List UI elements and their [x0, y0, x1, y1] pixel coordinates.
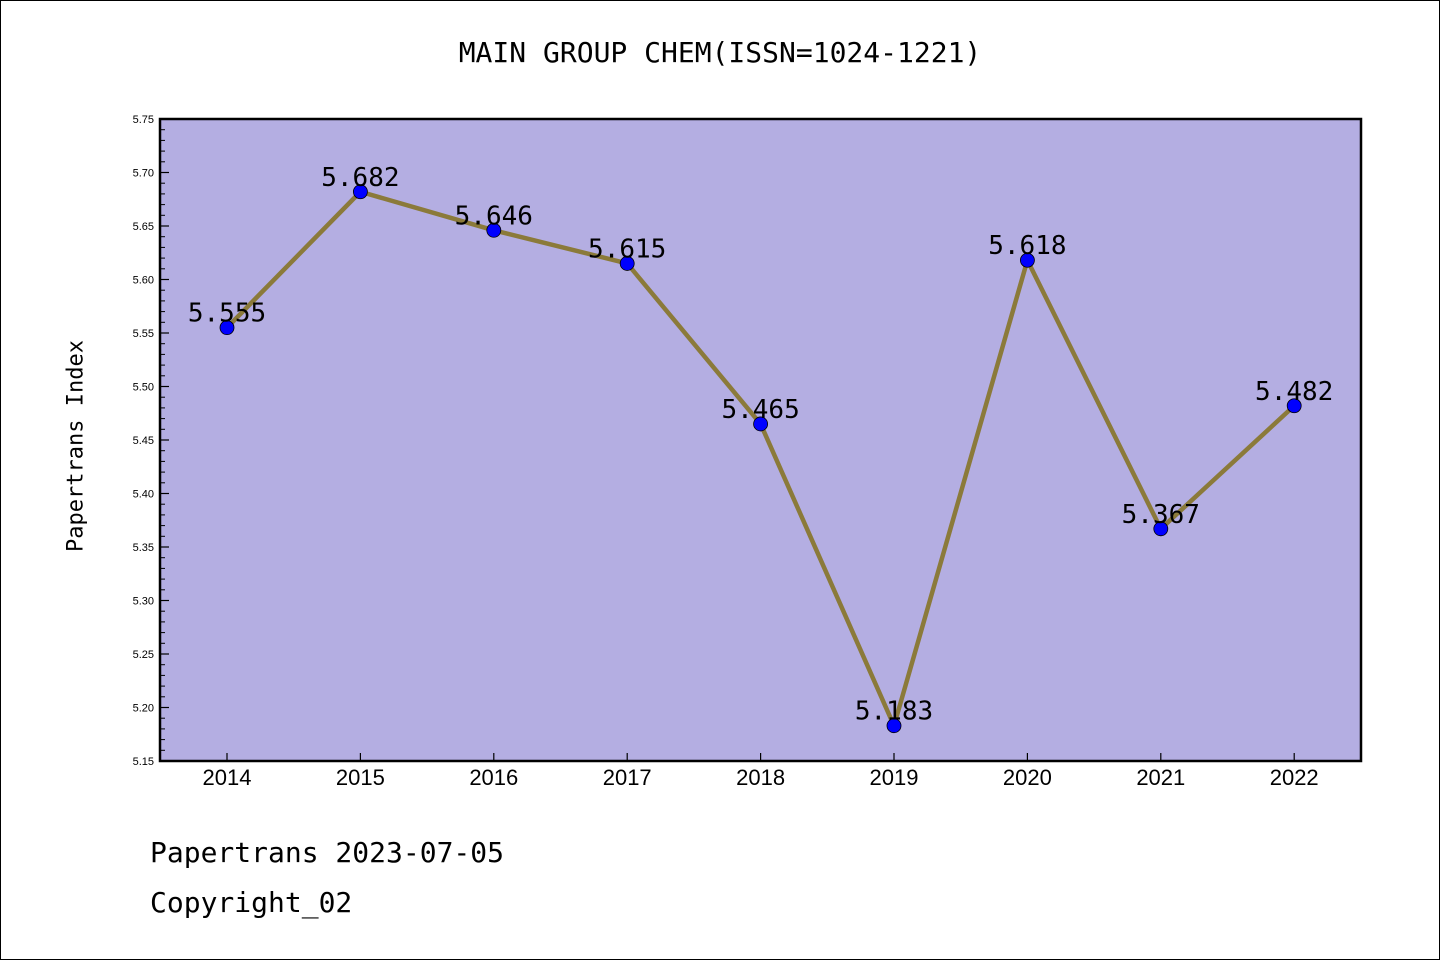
x-tick-label: 2020 — [1003, 765, 1052, 790]
footer-copyright: Copyright_02 — [150, 886, 353, 919]
x-tick-label: 2014 — [203, 765, 252, 790]
y-tick-label: 5.65 — [133, 221, 154, 233]
y-tick-label: 5.60 — [133, 275, 154, 287]
footer-date: Papertrans 2023-07-05 — [150, 836, 505, 869]
data-label: 5.183 — [855, 697, 933, 727]
data-label: 5.367 — [1122, 500, 1200, 530]
data-point — [619, 256, 635, 271]
data-point — [1020, 252, 1035, 268]
y-tick-label: 5.35 — [133, 542, 154, 554]
data-labels: 5.555 5.682 5.646 5.615 5.465 5.183 5.618 5.367… — [188, 163, 1333, 727]
data-point — [219, 320, 235, 336]
data-point — [352, 184, 368, 200]
data-label: 5.615 — [588, 234, 666, 264]
y-tick-label: 5.45 — [133, 435, 154, 447]
data-point — [1286, 398, 1302, 414]
data-label: 5.682 — [321, 163, 399, 193]
y-tick-label: 5.50 — [133, 382, 154, 394]
x-axis-ticks: 2014 2015 2016 2017 2018 2019 2020 2021 2022 — [203, 753, 1319, 790]
data-label: 5.646 — [455, 201, 533, 231]
y-tick-label: 5.70 — [133, 168, 154, 180]
x-tick-label: 2016 — [469, 765, 518, 790]
chart-title: MAIN GROUP CHEM(ISSN=1024-1221) — [458, 36, 982, 69]
y-tick-label: 5.30 — [133, 596, 154, 608]
data-label: 5.465 — [721, 395, 799, 425]
y-axis-ticks: 5.15 5.20 5.25 5.30 5.35 5.40 5.45 5.50 5.55 5.60… — [133, 114, 169, 768]
data-label: 5.482 — [1255, 377, 1333, 407]
y-tick-label: 5.15 — [133, 756, 154, 768]
y-tick-label: 5.25 — [133, 649, 154, 661]
x-tick-label: 2018 — [736, 765, 785, 790]
x-tick-label: 2021 — [1136, 765, 1185, 790]
x-tick-label: 2019 — [870, 765, 919, 790]
y-tick-label: 5.55 — [133, 328, 154, 340]
data-point — [486, 222, 502, 238]
data-label: 5.618 — [988, 231, 1066, 261]
x-tick-label: 2022 — [1270, 765, 1319, 790]
x-tick-label: 2017 — [603, 765, 652, 790]
data-label: 5.555 — [188, 299, 266, 329]
plot-area — [158, 117, 1363, 763]
data-point — [1153, 521, 1169, 537]
x-tick-label: 2015 — [336, 765, 385, 790]
data-point — [886, 718, 902, 734]
y-tick-label: 5.20 — [133, 703, 154, 715]
y-tick-label: 5.40 — [133, 489, 154, 501]
y-tick-label: 5.75 — [133, 114, 154, 126]
data-point — [753, 416, 768, 432]
data-points — [219, 184, 1302, 734]
